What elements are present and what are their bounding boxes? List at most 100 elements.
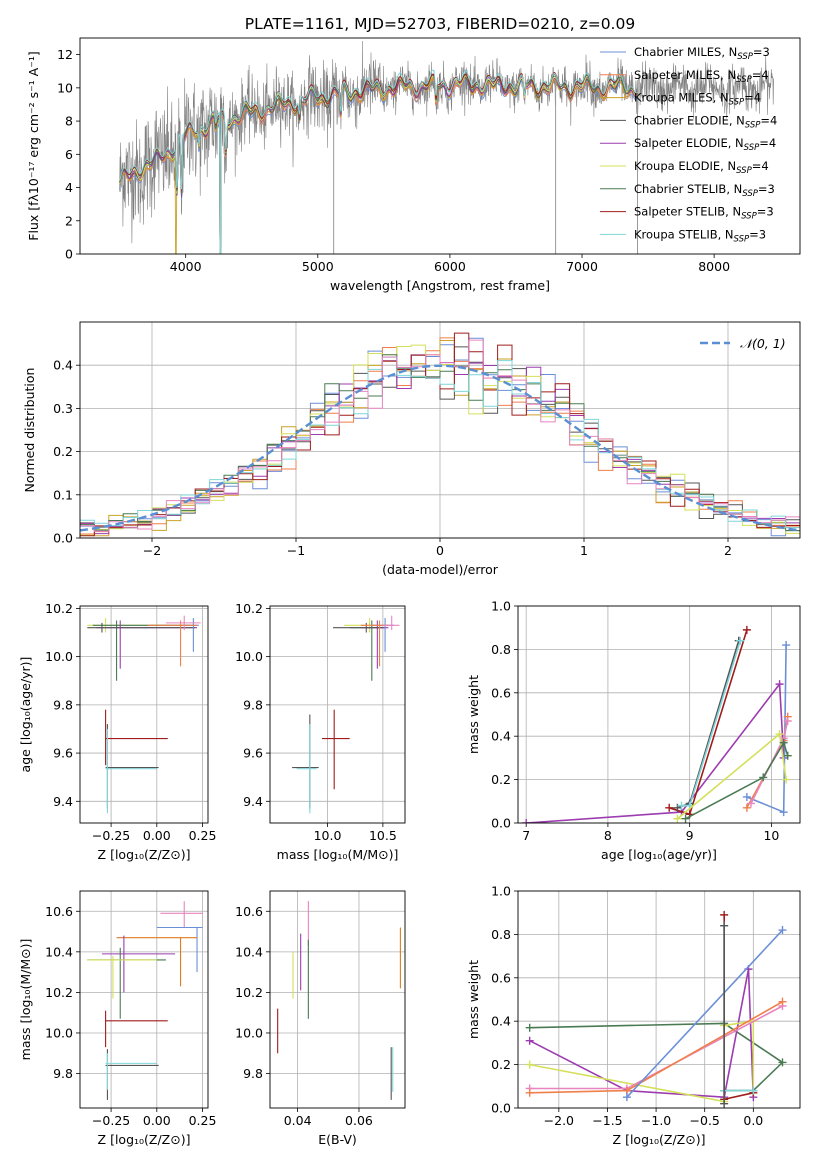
plot-area-age_vs_mass [292,615,400,814]
y-tick-label: 9.4 [243,794,263,809]
y-tick-label: 1.0 [491,884,511,899]
y-tick-label: 0.4 [53,358,73,373]
y-axis-label: mass weight [466,960,481,1039]
x-tick-label: −2.0 [544,1113,574,1128]
errorbar-point [296,724,317,814]
histogram-kroupa-elodie [80,344,800,536]
weight-marker [720,921,729,930]
weight-marker [522,819,531,823]
grid-age_vs_mass [270,606,405,823]
axes-mass_vs_EBV: 0.04 0.06 9.8 10.0 10.2 10.4 10.6 E(B-V) [235,890,406,1147]
weight-marker [681,814,690,823]
y-tick-label: 0.4 [491,1014,511,1029]
x-tick-label: 8 [604,828,612,843]
y-tick-label: 9.6 [53,746,73,761]
weight-marker [673,814,682,823]
axes-mass_vs_Z: −0.25 0.00 0.25 9.8 10.0 10.2 10.4 10.6 Z [log₁₀… [18,890,216,1147]
weight-marker [775,730,784,739]
x-tick-label: 10 [763,828,779,843]
weight-line-chabrier-stelib [685,740,789,820]
weight-line-chabrier-miles [746,645,787,814]
spectrum-model-chabrier-elodie [119,74,638,254]
weight-marker [665,803,674,812]
legend-label-kroupa-stelib: Kroupa STELIB, NSSP=3 [634,227,766,244]
y-tick-label: 10 [57,80,73,95]
x-axis-label: age [log₁₀(age/yr)] [601,847,717,862]
weight-marker [782,775,791,784]
x-axis-label: wavelength [Angstrom, rest frame] [330,278,550,293]
weight-line-chabrier-elodie [677,640,740,809]
errorbar-point [87,622,196,633]
y-tick-label: 10.2 [45,985,73,1000]
x-tick-label: 0.00 [143,828,171,843]
x-tick-label: 2 [724,543,732,558]
plot-area-weight_vs_Z [525,910,787,1108]
weight-marker [778,997,787,1006]
weight-marker [742,625,751,634]
weight-marker [783,717,792,726]
figure-title: PLATE=1161, MJD=52703, FIBERID=0210, z=0… [245,15,635,33]
x-tick-label: −0.25 [92,828,130,843]
grid-mass_vs_EBV [270,891,405,1108]
y-tick-label: 0.0 [491,816,511,831]
y-tick-label: 10.0 [235,649,263,664]
y-tick-label: 10.4 [235,944,263,959]
plot-area-spectrum [119,40,774,254]
legend-label-salpeter-elodie: Salpeter ELODIE, NSSP=4 [634,136,776,153]
errorbar-point [87,955,157,999]
errorbar-point [87,947,166,1019]
x-tick-label: −0.25 [92,1113,130,1128]
x-tick-label: 6000 [434,259,466,274]
spectrum-model-salpeter-miles [119,76,638,254]
plot-area-mass_vs_EBV [277,901,401,1100]
weight-marker [525,1088,534,1097]
y-tick-label: 0.1 [53,487,73,502]
errorbar-point [382,615,400,631]
weight-marker [622,1093,631,1102]
axes-frame [517,605,801,824]
axes-frame [517,890,801,1109]
weight-marker [749,1086,758,1095]
y-axis-label: age [log₁₀(age/yr)] [18,657,33,773]
y-tick-label: 10.6 [235,904,263,919]
histogram-kroupa-miles [80,340,800,537]
x-tick-label: −1 [287,543,305,558]
axes-age_vs_mass: 10.0 10.5 9.4 9.6 9.8 10.0 10.2 mass [log₁₀(M/M… [235,601,406,862]
axes-frame [79,605,209,824]
axes-residuals: −2 −1 0 1 2 0.0 0.1 0.2 0.3 0.4 (data-model)/error… [22,321,801,577]
x-axis-label: E(B-V) [318,1132,357,1147]
errorbar-point [105,724,159,809]
y-tick-label: 0.2 [491,1057,511,1072]
errorbar-point [116,937,198,987]
weight-line-salpeter-elodie [526,681,785,823]
spectrum-model-salpeter-stelib [119,72,638,254]
y-tick-label: 2 [65,213,73,228]
weight-marker [746,799,755,808]
weight-marker [742,803,751,812]
x-tick-label: 1 [580,543,588,558]
legend-label-chabrier-elodie: Chabrier ELODIE, NSSP=4 [634,113,777,130]
axes-spectrum: 4000 5000 6000 7000 8000 0 2 4 6 8 10 12 wavelength … [26,37,801,293]
x-axis-label: Z [log₁₀(Z/Z⊙)] [613,1132,706,1147]
x-tick-label: −1.5 [592,1113,622,1128]
x-tick-label: 0.04 [284,1113,312,1128]
x-tick-label: 0.0 [743,1113,763,1128]
y-tick-label: 0.2 [53,444,73,459]
legend-label-chabrier-stelib: Chabrier STELIB, NSSP=3 [634,182,775,199]
x-axis-label: Z [log₁₀(Z/Z⊙)] [98,847,191,862]
histogram-pink [80,339,800,532]
weight-marker [720,1099,729,1108]
axes-age_vs_Z: −0.25 0.00 0.25 9.4 9.6 9.8 10.0 10.2 Z [log₁₀(Z… [18,601,216,862]
y-tick-label: 8 [65,114,73,129]
y-axis-label: mass [log₁₀(M/M⊙)] [18,939,33,1061]
spectrum-legend: Chabrier MILES, NSSP=3 Salpeter MILES, NS… [600,45,777,244]
weight-marker [775,680,784,689]
x-tick-label: 9 [686,828,694,843]
weight-marker [778,926,787,935]
legend-label-salpeter-stelib: Salpeter STELIB, NSSP=3 [634,205,774,222]
y-tick-label: 0 [65,247,73,262]
y-tick-label: 0.6 [491,685,511,700]
x-tick-label: 5000 [302,259,334,274]
errorbar-point [105,709,168,766]
axes-frame [269,605,406,824]
